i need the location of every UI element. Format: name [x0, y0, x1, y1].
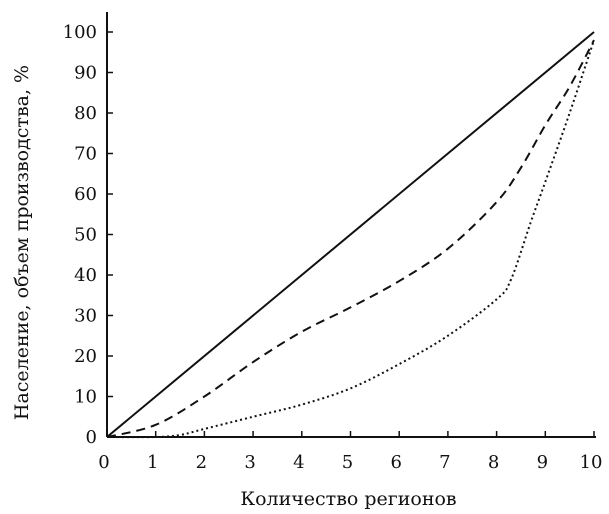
y-tick-label: 90 — [74, 63, 97, 84]
x-tick-label: 6 — [390, 452, 401, 473]
y-tick-label: 0 — [86, 427, 97, 448]
x-tick-label: 1 — [147, 452, 158, 473]
y-axis-ticks: 0 10 20 30 40 50 60 70 80 90 100 — [63, 22, 113, 448]
x-axis-title: Количество регионов — [240, 488, 456, 510]
x-tick-label: 10 — [580, 452, 603, 473]
x-tick-label: 5 — [342, 452, 353, 473]
x-tick-label: 0 — [98, 452, 109, 473]
x-tick-label: 8 — [488, 452, 499, 473]
y-tick-label: 40 — [74, 265, 97, 286]
y-tick-label: 20 — [74, 346, 97, 367]
y-tick-label: 100 — [63, 22, 97, 43]
series-dashed-line — [106, 39, 595, 438]
y-axis-title: Население, объем производства, % — [11, 65, 33, 420]
y-tick-label: 60 — [74, 184, 97, 205]
x-tick-label: 3 — [244, 452, 255, 473]
x-tick-label: 9 — [537, 452, 548, 473]
x-tick-label: 7 — [439, 452, 450, 473]
x-tick-label: 2 — [196, 452, 207, 473]
y-tick-label: 70 — [74, 144, 97, 165]
x-tick-label: 4 — [293, 452, 304, 473]
y-tick-label: 80 — [74, 103, 97, 124]
series-dotted-line — [106, 39, 595, 439]
y-tick-label: 50 — [74, 225, 97, 246]
y-tick-label: 30 — [74, 306, 97, 327]
series-solid-line — [106, 31, 595, 438]
series-layer — [106, 31, 595, 439]
y-tick-label: 10 — [74, 387, 97, 408]
